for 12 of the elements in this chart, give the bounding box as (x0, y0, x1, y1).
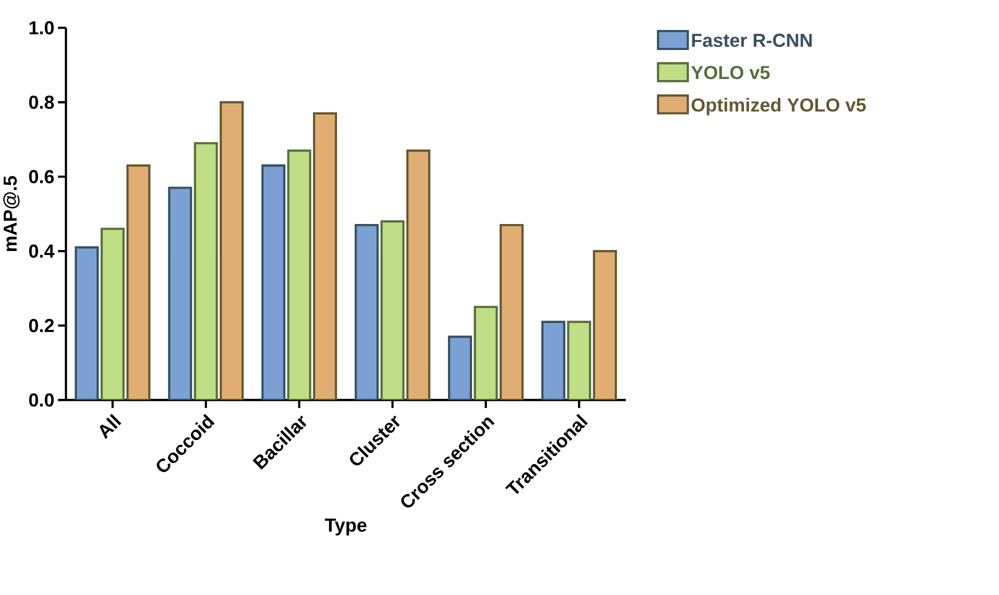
x-axis-title: Type (324, 518, 366, 536)
y-axis-title: mAP@.5 (3, 176, 20, 252)
y-tick-label: 0.2 (29, 319, 54, 332)
x-tick-label: All (100, 414, 122, 440)
y-tick-label: 0.4 (29, 244, 54, 258)
y-tick-label: 0.6 (29, 170, 54, 184)
y-tick-label: 1.0 (30, 21, 54, 35)
y-tick-label: 0.0 (29, 394, 54, 407)
legend-label: Faster R-CNN (692, 34, 812, 48)
legend-label: Optimized YOLO v5 (692, 98, 866, 116)
legend-label: YOLO v5 (691, 66, 770, 80)
y-tick-label: 0.8 (29, 96, 54, 110)
